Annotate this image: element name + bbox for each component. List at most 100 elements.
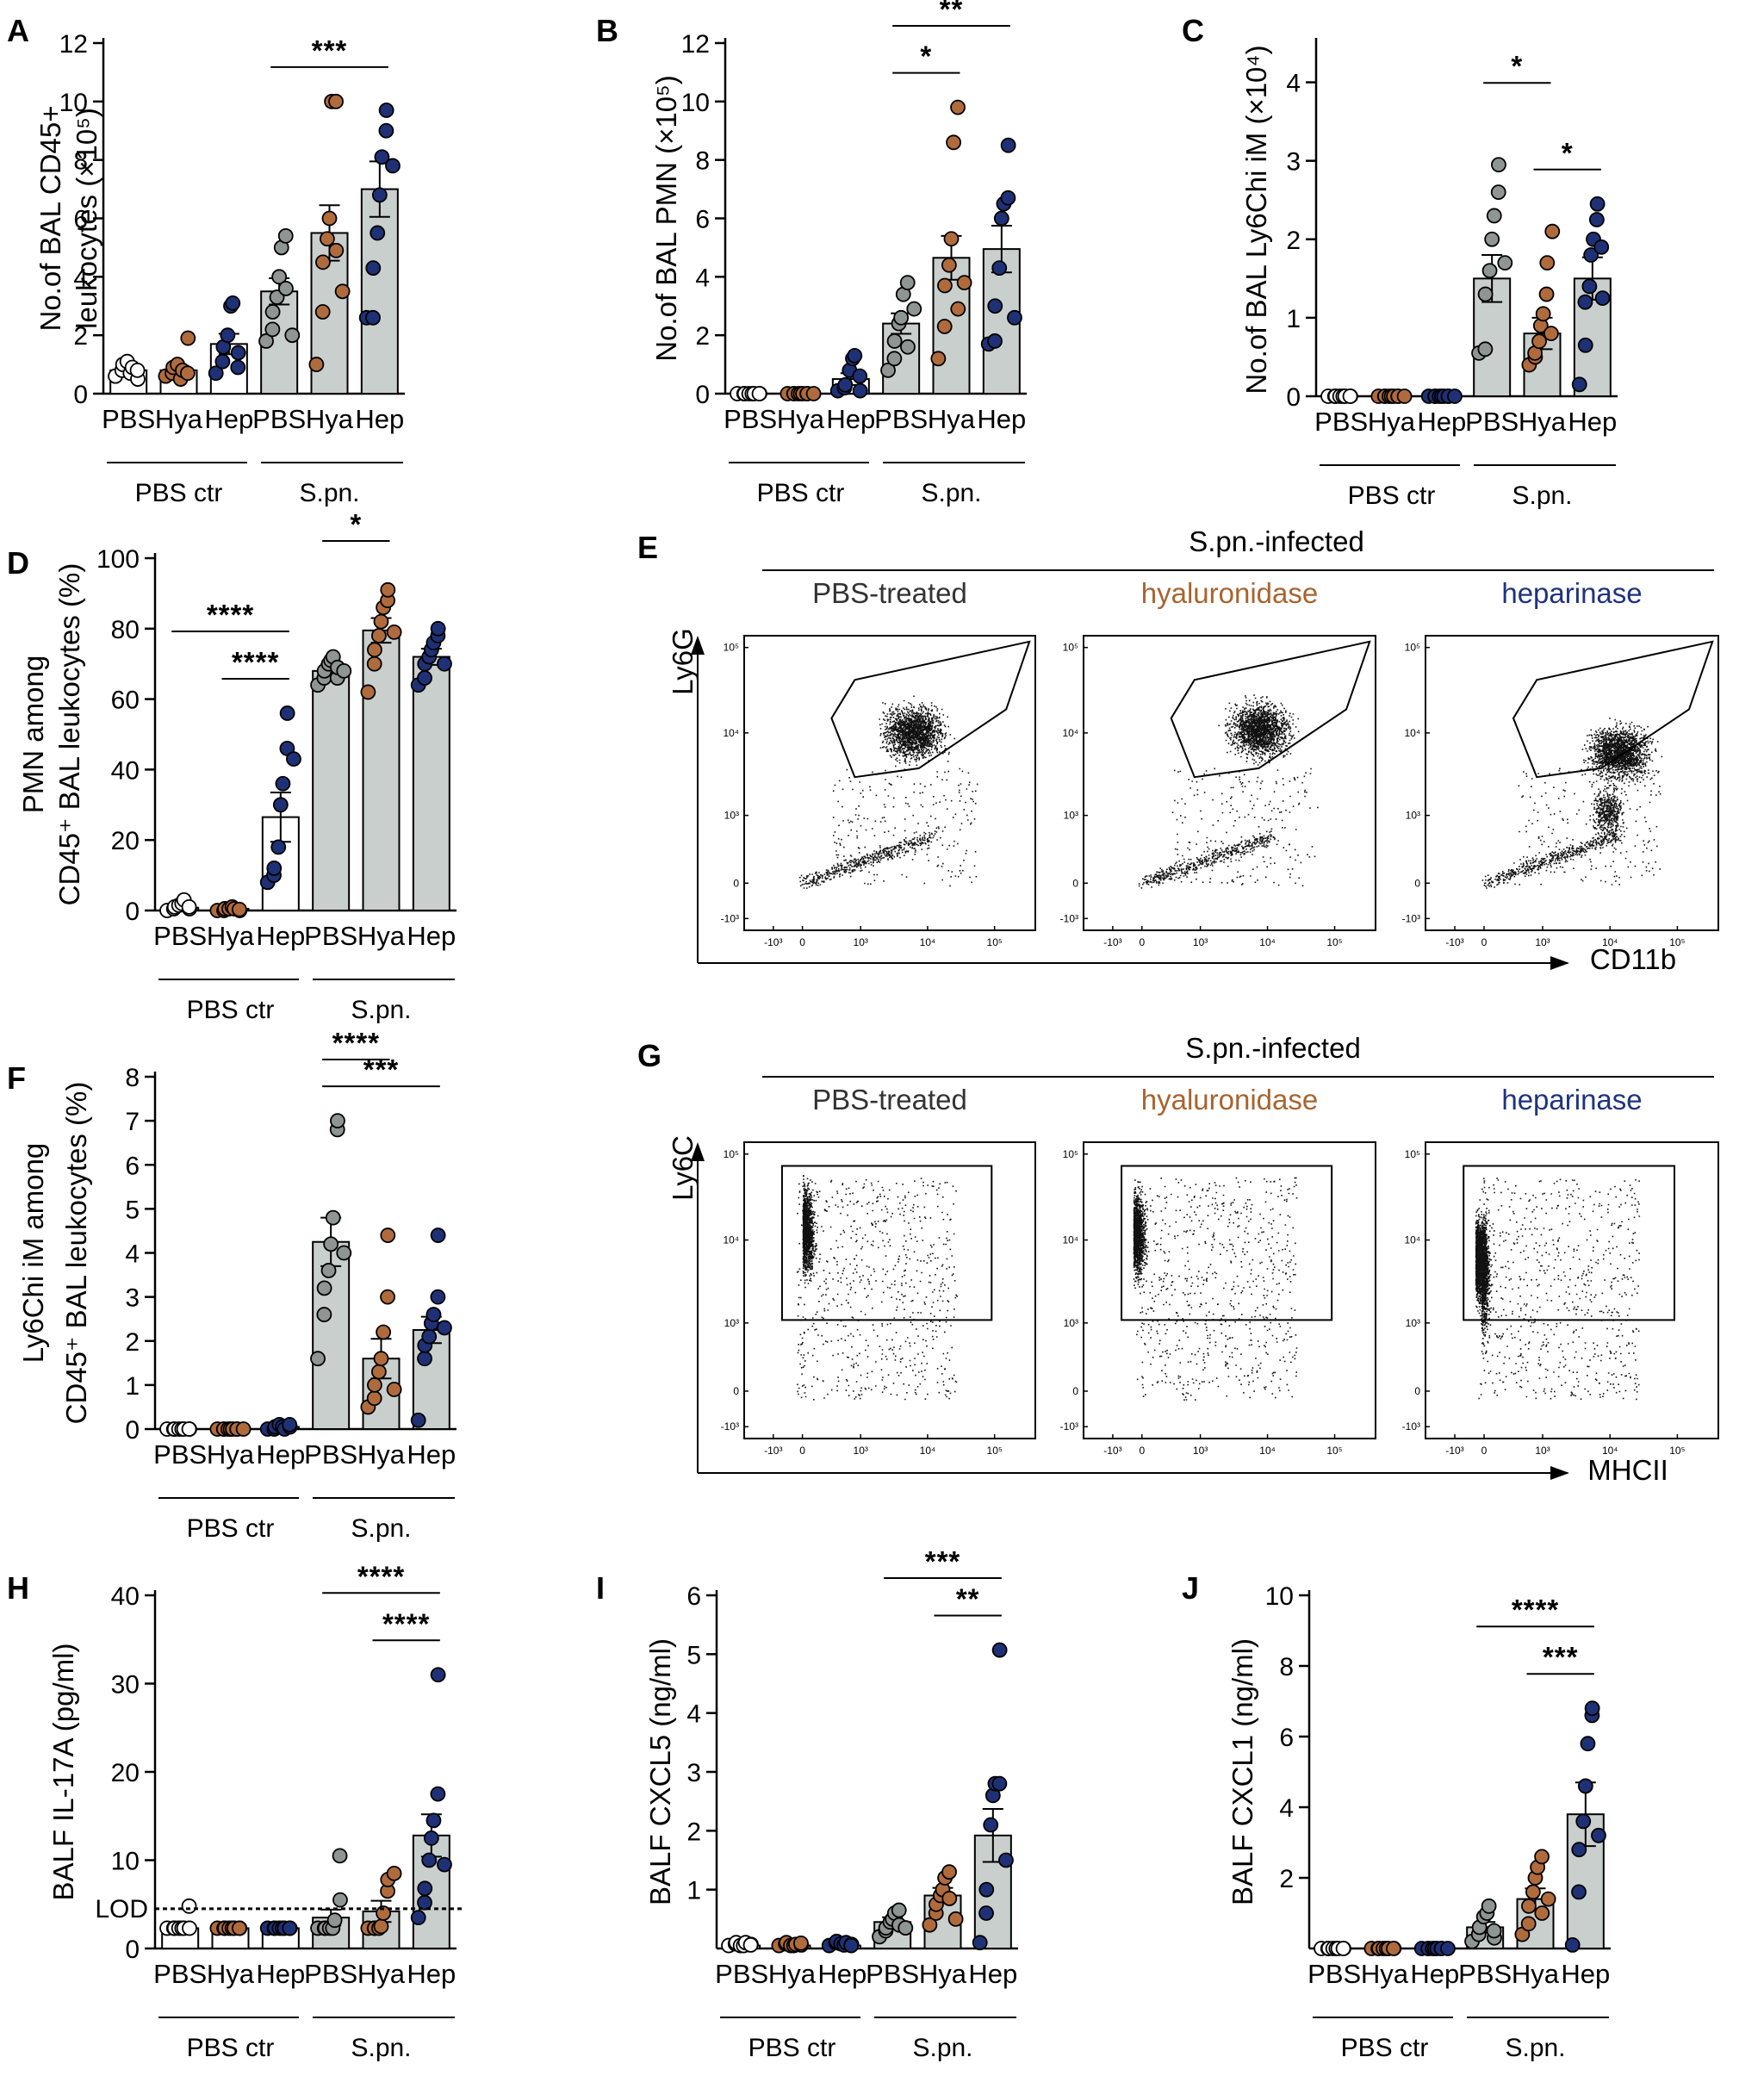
data-point bbox=[180, 330, 196, 346]
y-axis-label: leukocytes (×10⁵) bbox=[71, 108, 102, 329]
x-tick-label: PBS bbox=[153, 1959, 207, 1989]
data-point bbox=[956, 275, 972, 291]
plot-frame bbox=[1083, 635, 1376, 931]
y-tick-label: -10³ bbox=[1402, 1420, 1420, 1433]
flow-title: S.pn.-infected bbox=[1185, 1032, 1361, 1064]
x-tick-label: PBS bbox=[874, 404, 928, 434]
data-point bbox=[373, 613, 389, 630]
data-point bbox=[308, 357, 325, 372]
y-tick-label: 4 bbox=[1286, 70, 1301, 98]
data-point bbox=[279, 705, 295, 721]
data-point bbox=[181, 1898, 197, 1914]
x-tick-label: 10³ bbox=[1193, 936, 1208, 948]
data-point bbox=[930, 351, 947, 367]
data-point bbox=[235, 1421, 252, 1437]
y-tick-label: 10³ bbox=[1406, 1317, 1420, 1329]
data-point bbox=[1477, 341, 1494, 357]
y-tick-label: 0 bbox=[1414, 1385, 1420, 1397]
data-point bbox=[1531, 333, 1547, 350]
data-point bbox=[1571, 1842, 1587, 1858]
x-tick-label: PBS bbox=[252, 404, 306, 434]
panel-letter: B bbox=[596, 13, 618, 48]
y-tick-label: -10³ bbox=[1060, 912, 1078, 924]
data-point bbox=[430, 1227, 446, 1243]
y-tick-label: 6 bbox=[125, 1152, 140, 1180]
x-tick-label: Hep bbox=[1417, 407, 1466, 437]
data-point bbox=[378, 122, 394, 139]
data-point bbox=[906, 301, 922, 317]
x-tick-label: -10³ bbox=[1445, 1445, 1463, 1457]
x-tick-label: Hya bbox=[1519, 407, 1567, 437]
arrow-head bbox=[691, 1142, 705, 1161]
subplot-title: heparinase bbox=[1501, 1084, 1642, 1116]
y-tick-label: -10³ bbox=[721, 1420, 739, 1433]
y-axis-label: BALF CXCL5 (ng/ml) bbox=[644, 1638, 676, 1905]
data-point bbox=[1538, 286, 1555, 302]
x-tick-label: PBS bbox=[1465, 407, 1519, 437]
x-tick-label: 0 bbox=[799, 936, 805, 948]
panel-letter: E bbox=[637, 530, 658, 565]
data-point bbox=[336, 662, 352, 679]
data-point bbox=[987, 333, 1003, 349]
group-label: S.pn. bbox=[912, 2034, 972, 2062]
y-tick-label: 30 bbox=[111, 1671, 140, 1700]
data-point bbox=[336, 1245, 352, 1261]
data-point bbox=[1534, 1905, 1550, 1921]
data-point bbox=[978, 1881, 995, 1898]
y-tick-label: 10⁵ bbox=[1063, 1148, 1078, 1160]
data-point bbox=[1007, 309, 1022, 326]
x-tick-label: -10³ bbox=[1103, 936, 1121, 948]
data-point bbox=[282, 1920, 298, 1936]
group-label: S.pn. bbox=[299, 479, 359, 507]
data-point bbox=[1583, 247, 1599, 263]
data-point bbox=[1477, 286, 1494, 302]
data-point bbox=[366, 656, 382, 672]
x-tick-label: Hya bbox=[777, 404, 825, 434]
y-axis-label: No.of BAL Ly6Chi iM (×10⁴) bbox=[1240, 45, 1272, 394]
data-point bbox=[1577, 294, 1593, 310]
data-point bbox=[1481, 263, 1498, 279]
x-tick-label: 10³ bbox=[854, 936, 868, 948]
data-point bbox=[284, 327, 301, 344]
data-point bbox=[922, 1917, 938, 1933]
data-point bbox=[328, 242, 345, 258]
x-tick-label: PBS bbox=[1314, 407, 1368, 437]
y-tick-label: 10⁴ bbox=[1062, 727, 1078, 739]
x-tick-label: Hep bbox=[817, 1959, 866, 1989]
x-axis-label: CD11b bbox=[1590, 943, 1676, 975]
data-point bbox=[430, 620, 446, 637]
data-point bbox=[129, 362, 146, 378]
x-tick-label: 10⁴ bbox=[1602, 936, 1618, 948]
data-point bbox=[328, 93, 344, 109]
x-tick-label: 10⁴ bbox=[920, 936, 936, 948]
y-axis-label: CD45⁺ BAL leukocytes (%) bbox=[60, 1082, 92, 1425]
y-tick-label: -10³ bbox=[1402, 912, 1420, 924]
data-point bbox=[1534, 1849, 1550, 1865]
significance-label: **** bbox=[1512, 1594, 1559, 1625]
y-tick-label: 0 bbox=[695, 381, 710, 409]
data-point bbox=[425, 1812, 442, 1829]
panel-letter: A bbox=[7, 13, 29, 48]
data-point bbox=[365, 309, 381, 326]
data-point bbox=[1577, 1778, 1593, 1794]
data-point bbox=[1589, 196, 1606, 212]
group-label: S.pn. bbox=[1505, 2034, 1565, 2062]
x-tick-label: Hya bbox=[1512, 1959, 1560, 1989]
x-tick-label: 10⁵ bbox=[987, 936, 1003, 948]
x-tick-label: Hep bbox=[1561, 1959, 1610, 1989]
data-point bbox=[1540, 1891, 1556, 1907]
plot-frame bbox=[1083, 1141, 1376, 1439]
x-tick-label: PBS bbox=[153, 1439, 207, 1470]
data-point bbox=[314, 304, 331, 320]
y-tick-label: 10⁵ bbox=[1063, 642, 1078, 654]
data-point bbox=[1447, 388, 1463, 404]
lod-label: LOD bbox=[95, 1895, 148, 1924]
data-point bbox=[847, 348, 863, 364]
data-point bbox=[179, 365, 196, 382]
y-tick-label: 3 bbox=[125, 1284, 140, 1313]
x-tick-label: Hya bbox=[207, 921, 255, 951]
data-point bbox=[899, 275, 916, 291]
data-point bbox=[367, 1377, 382, 1393]
